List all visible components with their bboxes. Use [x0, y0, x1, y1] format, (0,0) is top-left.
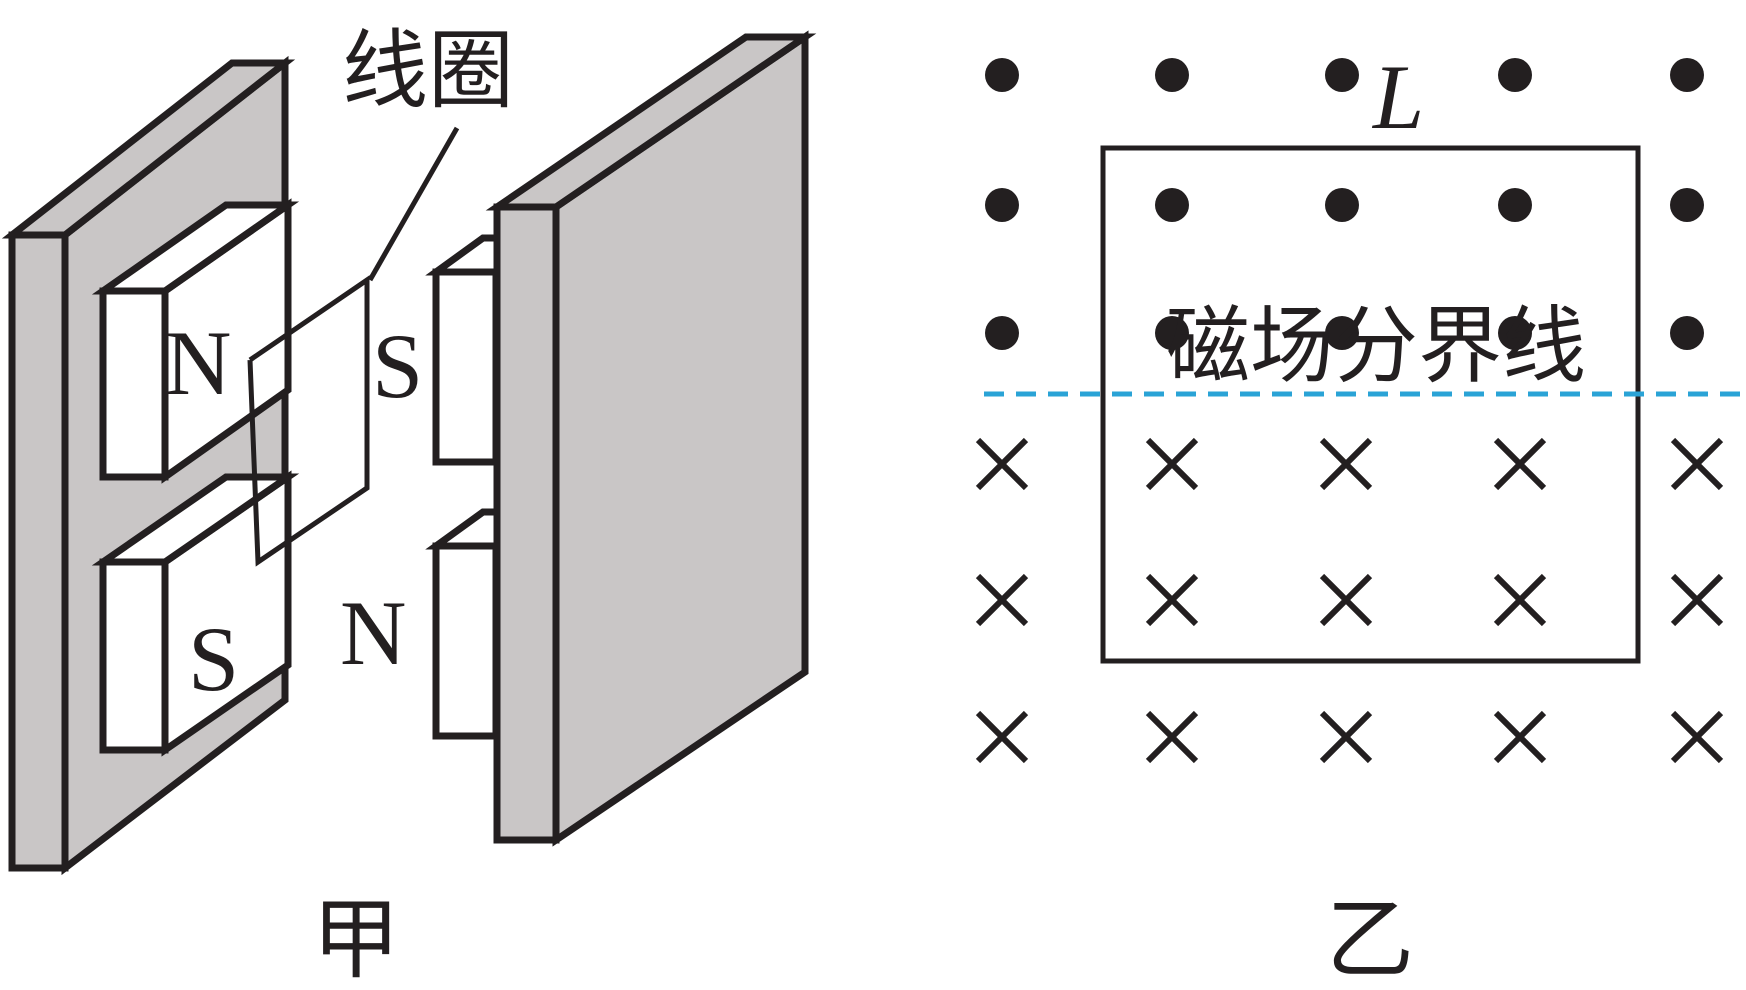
figure-a-caption: 甲 [312, 888, 400, 990]
left-lower-pole-label: S [188, 608, 239, 710]
magnetic-field-into-page-icon [1493, 437, 1547, 491]
coil-leader-line [367, 126, 460, 282]
magnetic-field-out-of-page-icon [1498, 58, 1532, 92]
magnetic-field-into-page-icon [1145, 437, 1199, 491]
magnetic-field-into-page-icon [975, 573, 1029, 627]
right-plate [485, 30, 817, 847]
magnetic-field-out-of-page-icon [1670, 188, 1704, 222]
right-upper-magnet-front [432, 268, 500, 466]
magnetic-field-into-page-icon [975, 710, 1029, 764]
left-lower-magnet-front [99, 558, 169, 754]
magnetic-field-into-page-icon [1319, 573, 1373, 627]
figure-a: N S 线圈 S N 甲 [1, 21, 817, 990]
magnetic-field-out-of-page-icon [985, 58, 1019, 92]
magnetic-field-into-page-icon [1145, 573, 1199, 627]
magnetic-field-out-of-page-icon [985, 188, 1019, 222]
magnetic-field-into-page-icon [1319, 710, 1373, 764]
square-loop [1100, 145, 1641, 664]
magnetic-field-into-page-icon [1493, 573, 1547, 627]
cross-field [975, 437, 1724, 764]
magnetic-field-out-of-page-icon [1155, 188, 1189, 222]
right-lower-magnet-front [432, 542, 500, 740]
left-upper-pole-label: N [165, 312, 231, 414]
right-upper-magnet: S [372, 234, 554, 466]
magnetic-field-into-page-icon [1145, 710, 1199, 764]
figure-b: L 磁场分界线 乙 [975, 46, 1746, 990]
figure-b-caption: 乙 [1326, 888, 1414, 990]
magnetic-field-out-of-page-icon [1498, 188, 1532, 222]
right-upper-pole-label: S [372, 315, 423, 417]
right-lower-pole-label: N [340, 582, 406, 684]
magnetic-field-out-of-page-icon [1325, 316, 1359, 350]
magnetic-field-out-of-page-icon [1325, 188, 1359, 222]
magnetic-field-out-of-page-icon [1155, 58, 1189, 92]
magnetic-field-out-of-page-icon [985, 316, 1019, 350]
left-upper-magnet-front [99, 287, 169, 481]
magnetic-field-into-page-icon [1493, 710, 1547, 764]
coil [247, 275, 370, 567]
magnetic-field-into-page-icon [1670, 573, 1724, 627]
right-plate-edge [493, 203, 560, 844]
magnetic-field-into-page-icon [1670, 710, 1724, 764]
magnetic-field-out-of-page-icon [1155, 316, 1189, 350]
left-upper-magnet: N [91, 198, 300, 484]
magnetic-field-into-page-icon [1319, 437, 1373, 491]
magnetic-field-out-of-page-icon [1670, 58, 1704, 92]
magnetic-field-into-page-icon [975, 437, 1029, 491]
magnetic-field-into-page-icon [1670, 437, 1724, 491]
left-plate-edge [8, 231, 69, 872]
magnetic-field-out-of-page-icon [1325, 58, 1359, 92]
side-length-label: L [1371, 46, 1424, 148]
dot-field [985, 58, 1704, 350]
boundary-label: 磁场分界线 [1166, 297, 1586, 395]
magnetic-field-out-of-page-icon [1498, 316, 1532, 350]
magnetic-field-out-of-page-icon [1670, 316, 1704, 350]
coil-label: 线圈 [342, 21, 514, 121]
